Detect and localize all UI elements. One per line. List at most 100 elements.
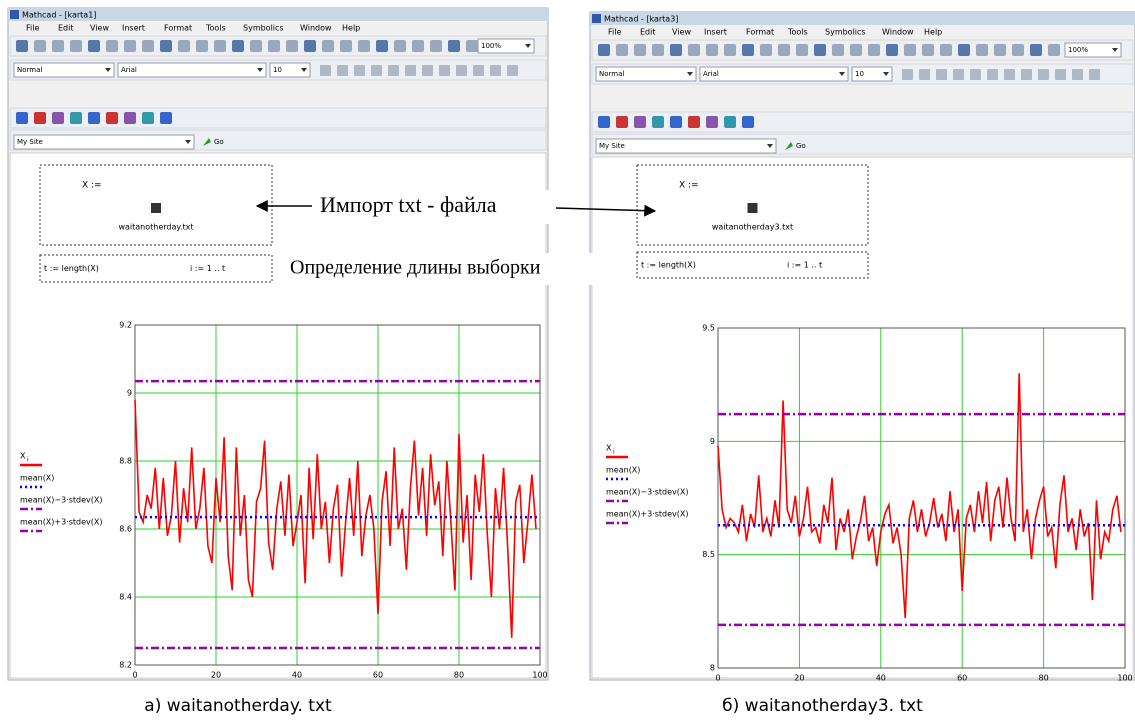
go-button[interactable]: Go [796, 142, 806, 150]
tool-icon [742, 44, 754, 56]
combo-box[interactable] [700, 67, 848, 81]
tool-icon [322, 40, 334, 52]
tool-icon [1004, 69, 1015, 80]
combo-box[interactable] [118, 63, 266, 77]
x-tick-label: 20 [211, 671, 221, 680]
tool-icon [958, 44, 970, 56]
x-tick-label: 40 [876, 674, 886, 683]
tool-icon [688, 116, 700, 128]
menu-item[interactable]: Format [746, 28, 774, 37]
tool-icon [490, 65, 501, 76]
legend-label: mean(X)−3·stdev(X) [20, 496, 103, 505]
combo-value: Normal [599, 70, 624, 78]
menu-item[interactable]: Window [882, 28, 914, 37]
tool-icon [124, 112, 136, 124]
tool-icon [34, 112, 46, 124]
tool-icon [904, 44, 916, 56]
tool-icon [814, 44, 826, 56]
menu-item[interactable]: File [26, 24, 39, 33]
tool-icon [124, 40, 136, 52]
window-title: Mathcad - [karta1] [22, 11, 96, 20]
app-icon [10, 10, 19, 19]
assign: X := [82, 181, 102, 191]
x-tick-label: 60 [957, 674, 967, 683]
tool-icon [466, 40, 478, 52]
menu-item[interactable]: Help [924, 28, 942, 37]
tool-icon [70, 112, 82, 124]
app-icon [592, 14, 601, 23]
tool-icon [976, 44, 988, 56]
legend-label: mean(X) [606, 466, 640, 475]
combo-value: 10 [855, 70, 864, 78]
tool-icon [250, 40, 262, 52]
tool-icon [1048, 44, 1060, 56]
tool-icon [724, 44, 736, 56]
tool-icon [616, 44, 628, 56]
file-name: waitanotherday3.txt [712, 223, 793, 232]
tool-icon [337, 65, 348, 76]
tool-icon [142, 40, 154, 52]
menu-item[interactable]: Symbolics [243, 24, 284, 33]
menu-item[interactable]: Help [342, 24, 360, 33]
tool-icon [832, 44, 844, 56]
tool-icon [688, 44, 700, 56]
menu-item[interactable]: Edit [640, 28, 656, 37]
menu-item[interactable]: Tools [787, 28, 808, 37]
tool-icon [652, 44, 664, 56]
combo-value: My Site [17, 138, 43, 146]
tool-icon [507, 65, 518, 76]
tool-icon [354, 65, 365, 76]
tool-icon [634, 116, 646, 128]
menu-item[interactable]: Insert [704, 28, 727, 37]
menu-item[interactable]: View [672, 28, 691, 37]
length-def: t := length(X) [44, 264, 99, 273]
tool-icon [1021, 69, 1032, 80]
tool-icon [439, 65, 450, 76]
menu-item[interactable]: Symbolics [825, 28, 866, 37]
tool-icon [320, 65, 331, 76]
combo-value: 100% [1068, 46, 1088, 54]
menu-item[interactable]: Insert [122, 24, 145, 33]
tool-icon [422, 65, 433, 76]
menu-item[interactable]: Format [164, 24, 192, 33]
x-tick-label: 60 [373, 671, 383, 680]
x-tick-label: 80 [454, 671, 464, 680]
tool-icon [412, 40, 424, 52]
caption: а) waitanotherday. txt [144, 696, 332, 716]
tool-icon [706, 116, 718, 128]
tool-icon [796, 44, 808, 56]
tool-icon [371, 65, 382, 76]
menu-item[interactable]: File [608, 28, 621, 37]
range-def: i := 1 .. t [787, 261, 822, 270]
tool-icon [106, 112, 118, 124]
screenshot: Mathcad - [karta1] File Edit View Insert Form… [0, 0, 1135, 724]
menu-item[interactable]: Edit [58, 24, 74, 33]
length-def: t := length(X) [641, 261, 696, 270]
tool-icon [919, 69, 930, 80]
legend-label: X [606, 444, 612, 453]
tool-icon [670, 116, 682, 128]
tool-icon [902, 69, 913, 80]
menu-item[interactable]: View [90, 24, 109, 33]
tool-icon [598, 44, 610, 56]
annotation: Импорт txt - файла [320, 192, 497, 217]
combo-value: Arial [703, 70, 719, 78]
tool-icon [652, 116, 664, 128]
disk-icon [748, 203, 758, 213]
tool-icon [953, 69, 964, 80]
tool-icon [886, 44, 898, 56]
legend-label: mean(X)−3·stdev(X) [606, 488, 689, 497]
x-tick-label: 20 [794, 674, 804, 683]
combo-value: Arial [121, 66, 137, 74]
menu-item[interactable]: Tools [205, 24, 226, 33]
go-button[interactable]: Go [214, 138, 224, 146]
menu-item[interactable]: Window [300, 24, 332, 33]
annotation: Определение длины выборки [290, 257, 541, 279]
legend-label: mean(X)+3·stdev(X) [606, 510, 689, 519]
tool-icon [456, 65, 467, 76]
tool-icon [34, 40, 46, 52]
tool-icon [1089, 69, 1100, 80]
combo-value: My Site [599, 142, 625, 150]
tool-icon [16, 40, 28, 52]
x-tick-label: 80 [1039, 674, 1049, 683]
